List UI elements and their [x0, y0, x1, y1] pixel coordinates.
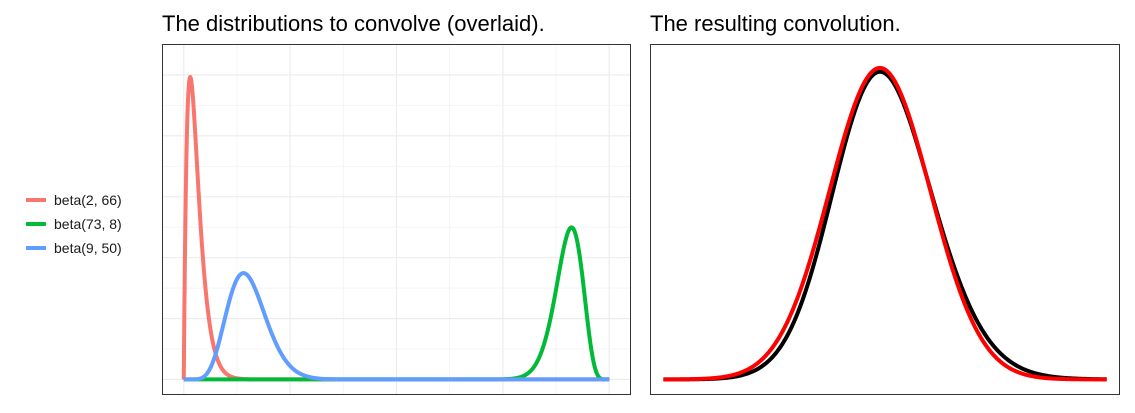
overlay-panel-title: The distributions to convolve (overlaid)… [162, 11, 545, 36]
overlay-curves [181, 74, 611, 382]
convolution-panel-border [650, 44, 1120, 395]
overlay-panel-border [162, 44, 631, 395]
legend-label-beta-73-8: beta(73, 8) [54, 216, 122, 232]
overlay-panel: The distributions to convolve (overlaid)… [162, 11, 631, 395]
convolution-plot-background [650, 44, 1120, 395]
convolution-curves [661, 65, 1109, 382]
convolution-panel-title: The resulting convolution. [650, 11, 901, 36]
legend: beta(2, 66) beta(73, 8) beta(9, 50) [26, 192, 122, 256]
convolution-line-red [661, 65, 1109, 382]
legend-label-beta-9-50: beta(9, 50) [54, 240, 122, 256]
convolution-panel: The resulting convolution. [650, 11, 1120, 395]
convolution-line-black [662, 69, 1108, 382]
series-line-beta-9-50 [182, 271, 611, 382]
legend-label-beta-2-66: beta(2, 66) [54, 192, 122, 208]
